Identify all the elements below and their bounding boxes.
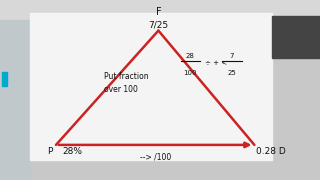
Text: P: P bbox=[47, 147, 53, 156]
Text: F: F bbox=[156, 7, 161, 17]
Text: 28%: 28% bbox=[62, 147, 83, 156]
Bar bbox=[0, 20, 30, 180]
Bar bbox=[30, 13, 272, 160]
Text: --> /100: --> /100 bbox=[140, 153, 171, 162]
Bar bbox=[2, 72, 7, 86]
Text: 0.28 D: 0.28 D bbox=[256, 147, 286, 156]
Bar bbox=[272, 16, 320, 58]
Text: over 100: over 100 bbox=[104, 85, 138, 94]
Bar bbox=[0, 0, 320, 20]
Text: 7: 7 bbox=[230, 53, 234, 59]
Text: 28: 28 bbox=[186, 53, 195, 59]
Text: 100: 100 bbox=[184, 70, 197, 76]
Bar bbox=[272, 20, 320, 180]
Text: 25: 25 bbox=[228, 70, 236, 76]
Text: 7/25: 7/25 bbox=[148, 21, 168, 30]
Text: ÷ + <: ÷ + < bbox=[205, 60, 227, 66]
Text: Put fraction: Put fraction bbox=[104, 72, 148, 81]
